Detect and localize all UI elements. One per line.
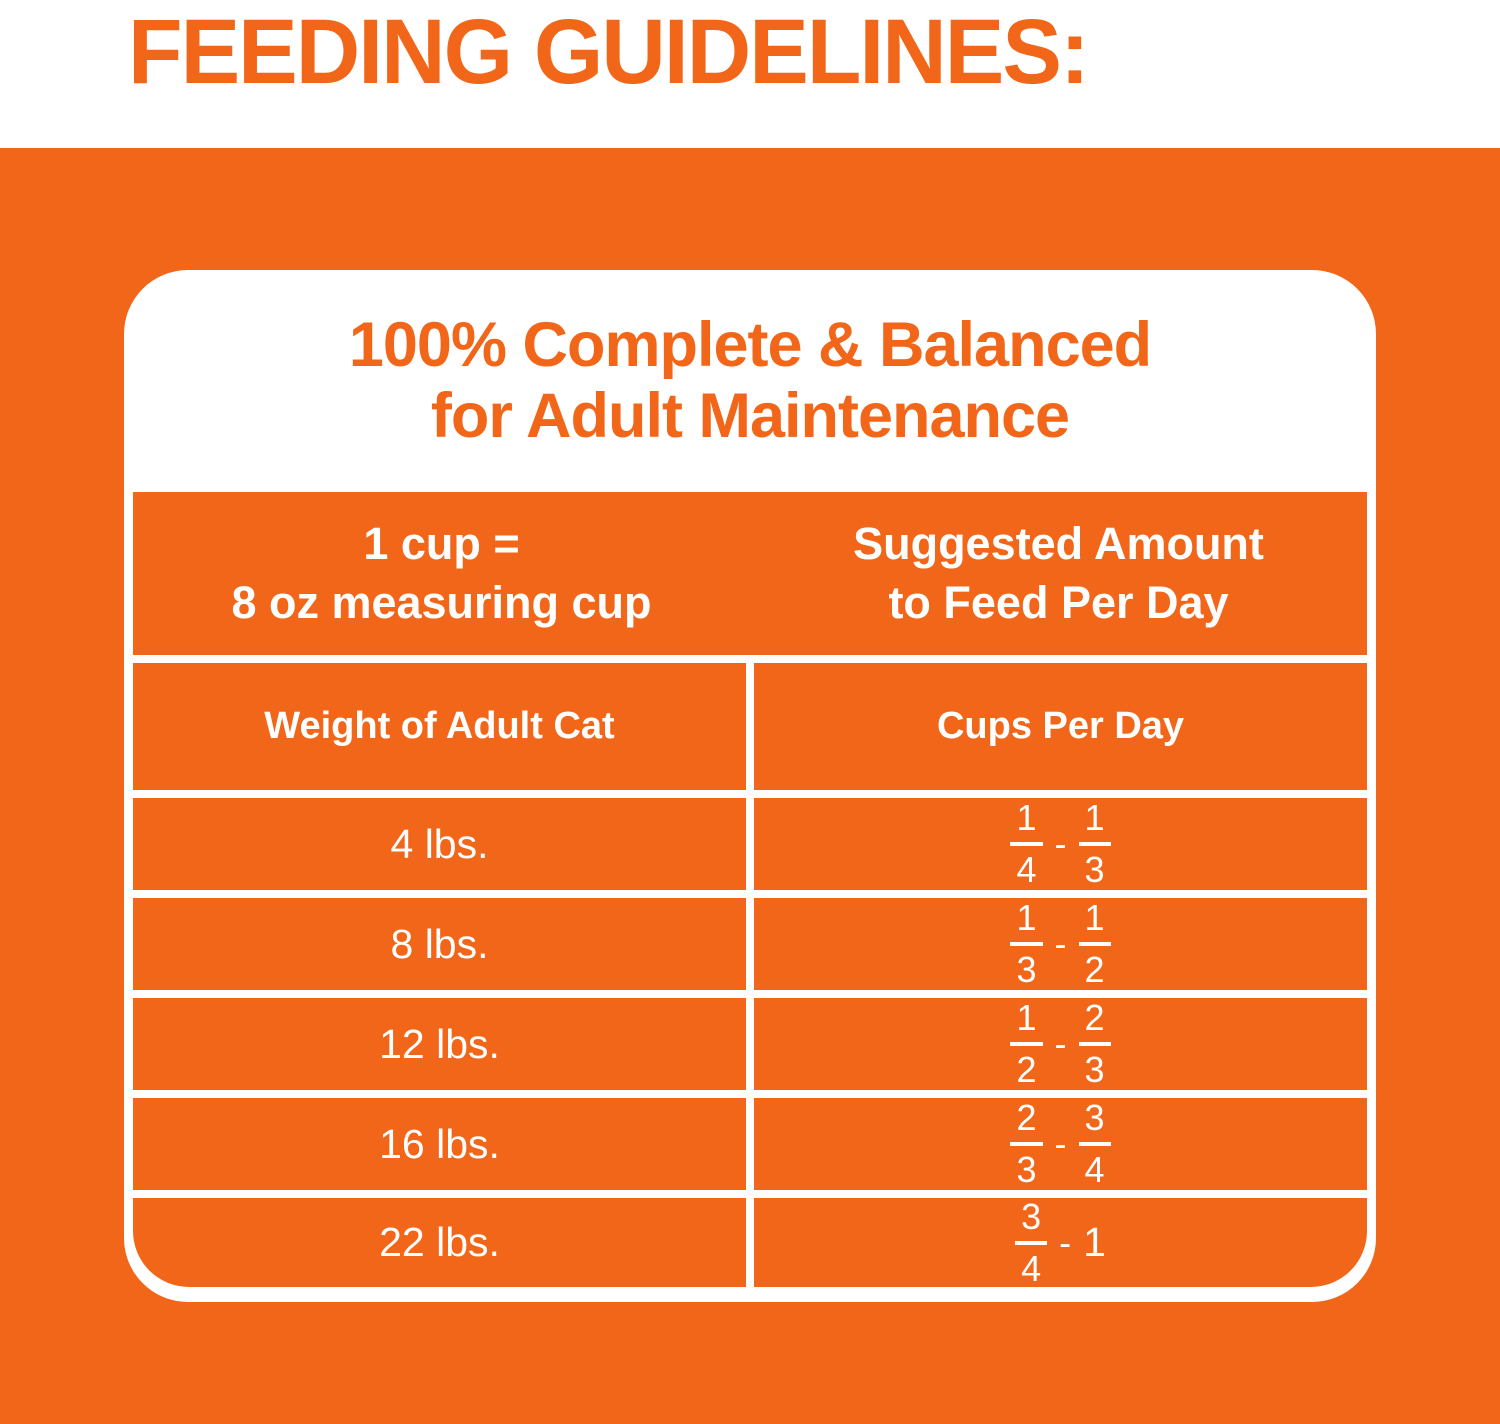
- suggested-amount-header: Suggested Amount to Feed Per Day: [750, 515, 1367, 632]
- cup-definition-line1: 1 cup =: [363, 518, 520, 569]
- card-heading: 100% Complete & Balanced for Adult Maint…: [124, 310, 1376, 451]
- guidelines-card: 100% Complete & Balanced for Adult Maint…: [124, 270, 1376, 1302]
- range-dash: -: [1054, 1123, 1067, 1164]
- weight-cell-row2: 8 lbs.: [133, 898, 746, 990]
- weight-cell-row4: 16 lbs.: [133, 1098, 746, 1190]
- cup-definition-line2: 8 oz measuring cup: [231, 576, 652, 628]
- weight-cell-row3: 12 lbs.: [133, 998, 746, 1090]
- page-title: FEEDING GUIDELINES:: [128, 1, 1090, 103]
- weight-cell-row1: 4 lbs.: [133, 798, 746, 890]
- weight-cell-row5: 22 lbs.: [133, 1198, 746, 1287]
- column-header-weight: Weight of Adult Cat: [133, 663, 746, 790]
- cup-definition-header: 1 cup = 8 oz measuring cup: [133, 515, 750, 632]
- range-dash: -: [1054, 923, 1067, 964]
- orange-background: 100% Complete & Balanced for Adult Maint…: [0, 148, 1500, 1424]
- suggested-amount-line1: Suggested Amount: [853, 518, 1264, 569]
- top-strip: FEEDING GUIDELINES:: [0, 0, 1500, 148]
- card-heading-line1: 100% Complete & Balanced: [348, 310, 1152, 380]
- range-dash: -: [1059, 1221, 1072, 1263]
- table-header-band: 1 cup = 8 oz measuring cup Suggested Amo…: [133, 492, 1367, 655]
- max-whole-number: 1: [1083, 1219, 1106, 1265]
- range-dash: -: [1054, 823, 1067, 864]
- column-header-cups: Cups Per Day: [754, 663, 1367, 790]
- suggested-amount-line2: to Feed Per Day: [888, 576, 1229, 628]
- card-heading-line2: for Adult Maintenance: [430, 380, 1070, 451]
- feeding-table: 1 cup = 8 oz measuring cup Suggested Amo…: [133, 492, 1367, 1287]
- range-dash: -: [1054, 1023, 1067, 1064]
